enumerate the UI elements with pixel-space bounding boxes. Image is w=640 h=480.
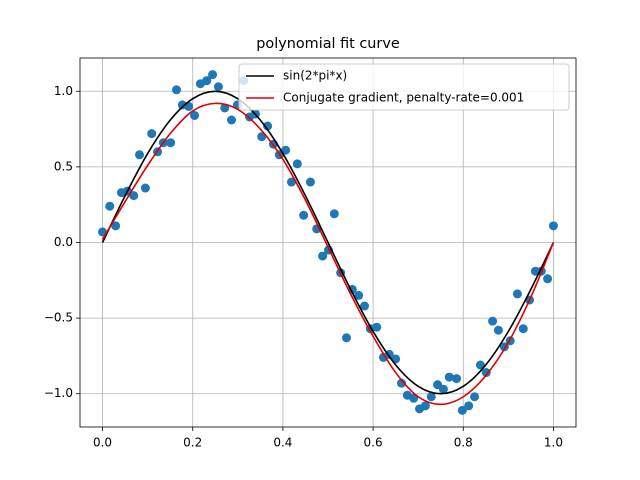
x-tick-label: 0.0 — [93, 436, 112, 450]
y-tick-label: −1.0 — [44, 386, 73, 400]
scatter-point — [444, 372, 454, 382]
scatter-point — [129, 191, 139, 201]
scatter-point — [202, 76, 212, 86]
scatter-point — [292, 159, 302, 169]
scatter-point — [220, 103, 230, 113]
scatter-point — [281, 145, 291, 155]
scatter-point — [438, 384, 448, 394]
y-tick-label: −0.5 — [44, 311, 73, 325]
scatter-point — [213, 82, 223, 92]
legend-label: Conjugate gradient, penalty-rate=0.001 — [283, 91, 524, 105]
scatter-point — [420, 401, 430, 411]
x-tick-label: 0.2 — [183, 436, 202, 450]
scatter-point — [227, 115, 237, 125]
scatter-point — [360, 301, 370, 311]
y-tick-label: 0.0 — [54, 235, 73, 249]
x-tick-label: 1.0 — [544, 436, 563, 450]
scatter-point — [111, 221, 121, 231]
scatter-point — [147, 129, 157, 139]
scatter-point — [475, 360, 485, 370]
scatter-point — [457, 405, 467, 415]
scatter-point — [341, 333, 351, 343]
scatter-point — [470, 392, 480, 402]
scatter-point — [305, 177, 315, 187]
scatter-point — [318, 251, 328, 261]
scatter-point — [171, 85, 181, 95]
scatter-point — [481, 368, 491, 378]
x-tick-label: 0.8 — [454, 436, 473, 450]
scatter-point — [135, 150, 145, 160]
scatter-point — [396, 378, 406, 388]
plot-frame — [79, 57, 577, 428]
y-tick-label: 0.5 — [54, 159, 73, 173]
scatter-point — [105, 201, 115, 211]
scatter-point — [286, 177, 296, 187]
y-tick-label: 1.0 — [54, 84, 73, 98]
scatter-point — [329, 209, 339, 219]
scatter-point — [190, 110, 200, 120]
scatter-point — [372, 322, 382, 332]
line-series — [101, 102, 555, 406]
scatter-point — [518, 324, 528, 334]
legend-box — [238, 63, 570, 111]
scatter-point — [464, 401, 474, 411]
x-tick-label: 0.4 — [273, 436, 292, 450]
scatter-point — [488, 316, 498, 326]
scatter-point — [452, 374, 462, 384]
scatter-point — [140, 183, 150, 193]
scatter-point — [263, 121, 273, 131]
x-tick-label: 0.6 — [364, 436, 383, 450]
line-series — [101, 90, 555, 395]
scatter-point — [208, 70, 218, 80]
scatter-point — [543, 274, 553, 284]
chart-title: polynomial fit curve — [256, 36, 400, 52]
scatter-point — [493, 325, 503, 335]
scatter-point — [512, 289, 522, 299]
scatter-point — [166, 138, 176, 148]
legend-label: sin(2*pi*x) — [283, 69, 347, 83]
scatter-point — [426, 392, 436, 402]
scatter-point — [299, 210, 309, 220]
scatter-point — [548, 221, 558, 231]
scatter-point — [354, 290, 364, 300]
